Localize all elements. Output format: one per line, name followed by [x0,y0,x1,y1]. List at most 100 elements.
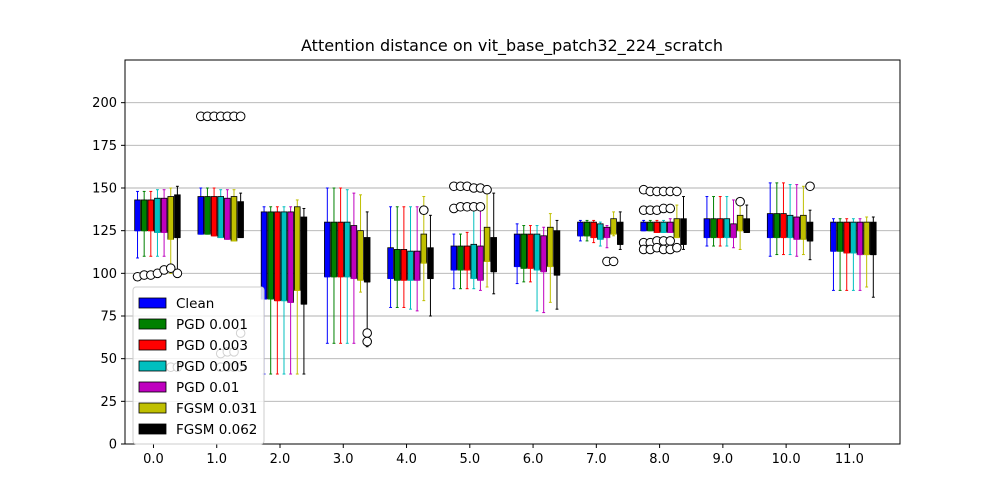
outlier-point [735,196,745,207]
y-tick-label: 25 [100,395,117,410]
box-body [640,221,647,232]
legend-swatch [138,402,167,414]
box-body [300,216,308,305]
y-tick-label: 100 [92,267,117,282]
legend-swatch [138,339,167,351]
box-5-0 [449,181,459,290]
box-body [553,230,561,276]
legend: Clean PGD 0.001 PGD 0.003 PGD 0.005 PGD 0.01… [132,286,265,445]
legend-swatch [138,360,167,372]
box-11-2 [843,218,850,291]
box-7-2 [590,219,597,244]
box-9-5 [735,196,745,250]
box-body [856,221,864,255]
box-body [154,197,161,233]
box-body [160,197,168,233]
y-tick-label: 50 [100,352,117,367]
box-body [680,218,687,245]
box-4-1 [393,206,401,308]
outlier-point [475,201,486,212]
box-body [167,196,174,240]
x-tick-label: 3.0 [333,452,354,467]
box-10-2 [780,182,787,256]
box-body [140,199,148,232]
box-body [736,214,744,232]
box-body [870,221,877,255]
box-5-3 [468,183,479,290]
box-body [836,221,844,252]
x-tick-label: 8.0 [649,452,670,467]
box-body [427,247,434,279]
box-2-6 [300,207,308,375]
box-3-4 [350,192,358,344]
outlier-point [608,256,619,267]
box-body [174,194,181,238]
box-2-1 [267,206,274,375]
box-2-3 [280,206,288,375]
box-body [513,233,521,267]
box-body [197,196,205,235]
box-8-2 [652,186,662,253]
box-7-6 [616,211,624,250]
legend-label: FGSM 0.062 [176,422,257,438]
box-8-4 [665,186,676,255]
x-tick-label: 7.0 [586,452,607,467]
box-8-3 [658,186,669,255]
y-tick-label: 0 [109,438,117,453]
box-body [350,225,358,279]
chart-title: Attention distance on vit_base_patch32_2… [301,36,723,56]
box-4-0 [387,206,394,308]
box-6-4 [540,226,547,314]
legend-label: FGSM 0.031 [176,401,257,417]
box-body [490,237,497,273]
legend-label: PGD 0.01 [176,380,239,396]
box-0-4 [159,189,169,275]
box-9-4 [730,199,737,249]
box-6-3 [533,225,541,312]
box-body [773,213,781,238]
box-body [850,221,857,254]
outlier-point [665,203,676,214]
box-3-0 [324,187,331,344]
box-10-6 [805,181,815,261]
box-6-2 [527,225,534,283]
outlier-point [672,242,682,253]
box-body [520,233,528,269]
legend-swatch [138,423,167,435]
box-8-6 [680,196,687,250]
box-body [577,221,584,237]
box-2-4 [287,206,294,375]
box-9-0 [703,196,711,247]
legend-label: PGD 0.005 [176,359,248,375]
box-body [407,250,414,281]
box-1-0 [195,111,206,235]
box-body [673,218,681,238]
box-11-0 [830,218,837,291]
box-body [540,235,547,273]
box-body [786,214,794,238]
box-10-0 [766,182,774,257]
box-body [483,226,491,262]
box-body [457,245,464,271]
box-body [294,206,301,291]
box-0-1 [139,190,149,280]
box-4-6 [427,214,434,317]
box-body [210,196,218,237]
box-body [590,221,597,238]
box-7-0 [577,219,584,242]
box-body [224,197,231,240]
outlier-point [419,205,429,215]
box-body [800,214,807,240]
x-tick-label: 2.0 [270,452,291,467]
box-3-1 [330,187,338,344]
box-5-1 [455,181,466,290]
legend-swatch [138,297,167,309]
box-2-5 [294,199,301,375]
box-body [204,196,211,235]
x-tick-label: 5.0 [459,452,480,467]
box-11-4 [856,218,864,291]
box-6-1 [520,225,528,283]
box-layer [132,111,877,375]
x-tick-label: 0.0 [143,452,164,467]
box-5-6 [490,192,497,295]
